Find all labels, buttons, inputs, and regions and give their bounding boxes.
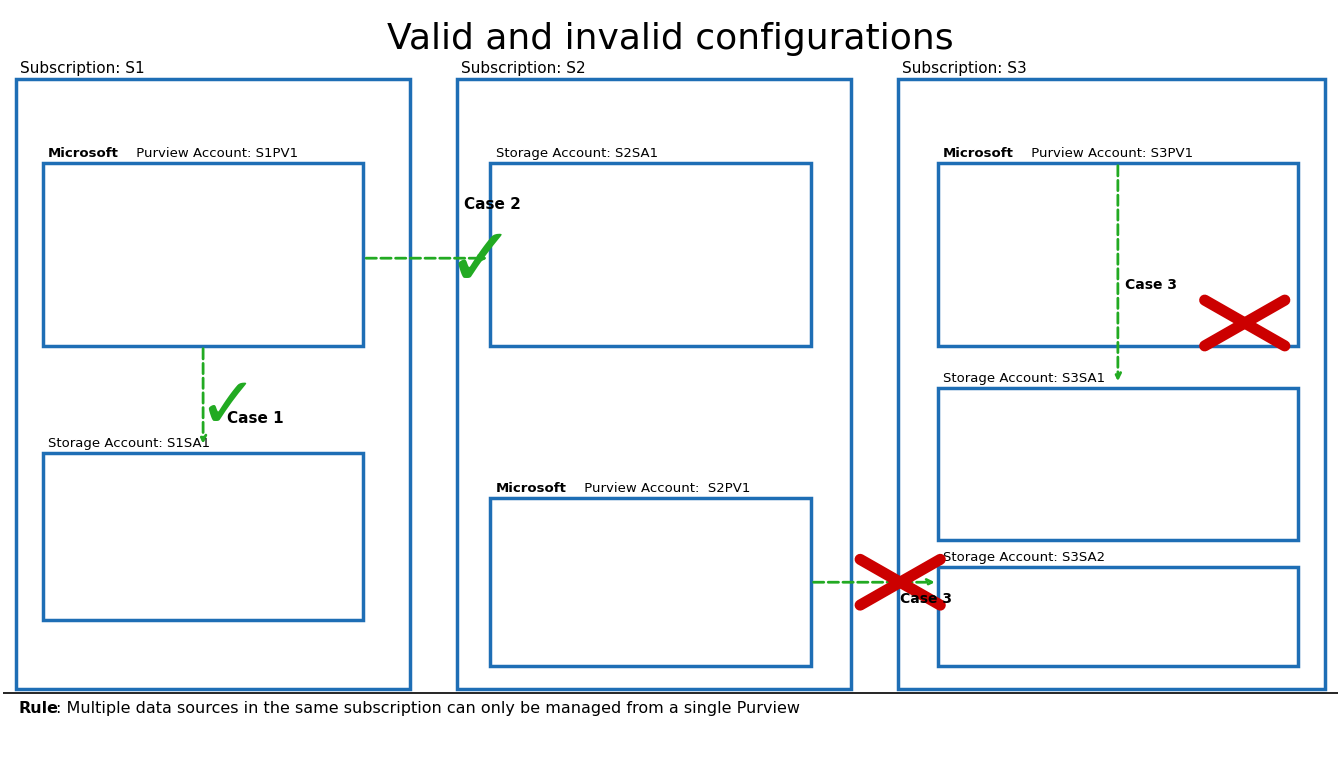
Bar (43, 452, 363, 621)
Text: Purview Account: S1PV1: Purview Account: S1PV1 (133, 147, 299, 160)
Text: Valid and invalid configurations: Valid and invalid configurations (388, 22, 953, 56)
Text: Subscription: S1: Subscription: S1 (20, 61, 145, 76)
Text: Microsoft: Microsoft (943, 147, 1014, 160)
Text: Case 3: Case 3 (900, 592, 952, 606)
Bar (16, 79, 410, 689)
Text: Subscription: S3: Subscription: S3 (901, 61, 1026, 76)
Text: : Multiple data sources in the same subscription can only be managed from a sing: : Multiple data sources in the same subs… (56, 700, 801, 716)
Text: Subscription: S2: Subscription: S2 (461, 61, 586, 76)
Text: Microsoft: Microsoft (48, 147, 119, 160)
Bar (897, 79, 1325, 689)
Text: Rule: Rule (19, 700, 59, 716)
Text: Storage Account: S3SA1: Storage Account: S3SA1 (943, 372, 1105, 385)
Bar (491, 163, 811, 346)
Text: Storage Account: S1SA1: Storage Account: S1SA1 (48, 436, 211, 449)
Text: Microsoft: Microsoft (496, 482, 566, 495)
Text: ✓: ✓ (197, 374, 257, 443)
Text: Storage Account: S3SA2: Storage Account: S3SA2 (943, 551, 1105, 564)
Text: Case 1: Case 1 (227, 411, 284, 425)
Bar (457, 79, 850, 689)
Text: ✓: ✓ (447, 221, 516, 303)
Text: Purview Account:  S2PV1: Purview Account: S2PV1 (579, 482, 750, 495)
Text: Case 3: Case 3 (1125, 278, 1176, 292)
Bar (937, 567, 1298, 666)
Text: Purview Account: S3PV1: Purview Account: S3PV1 (1027, 147, 1193, 160)
Bar (43, 163, 363, 346)
Bar (491, 498, 811, 666)
Bar (937, 388, 1298, 541)
Text: Case 2: Case 2 (464, 197, 520, 212)
Bar (937, 163, 1298, 346)
Text: Storage Account: S2SA1: Storage Account: S2SA1 (496, 147, 657, 160)
